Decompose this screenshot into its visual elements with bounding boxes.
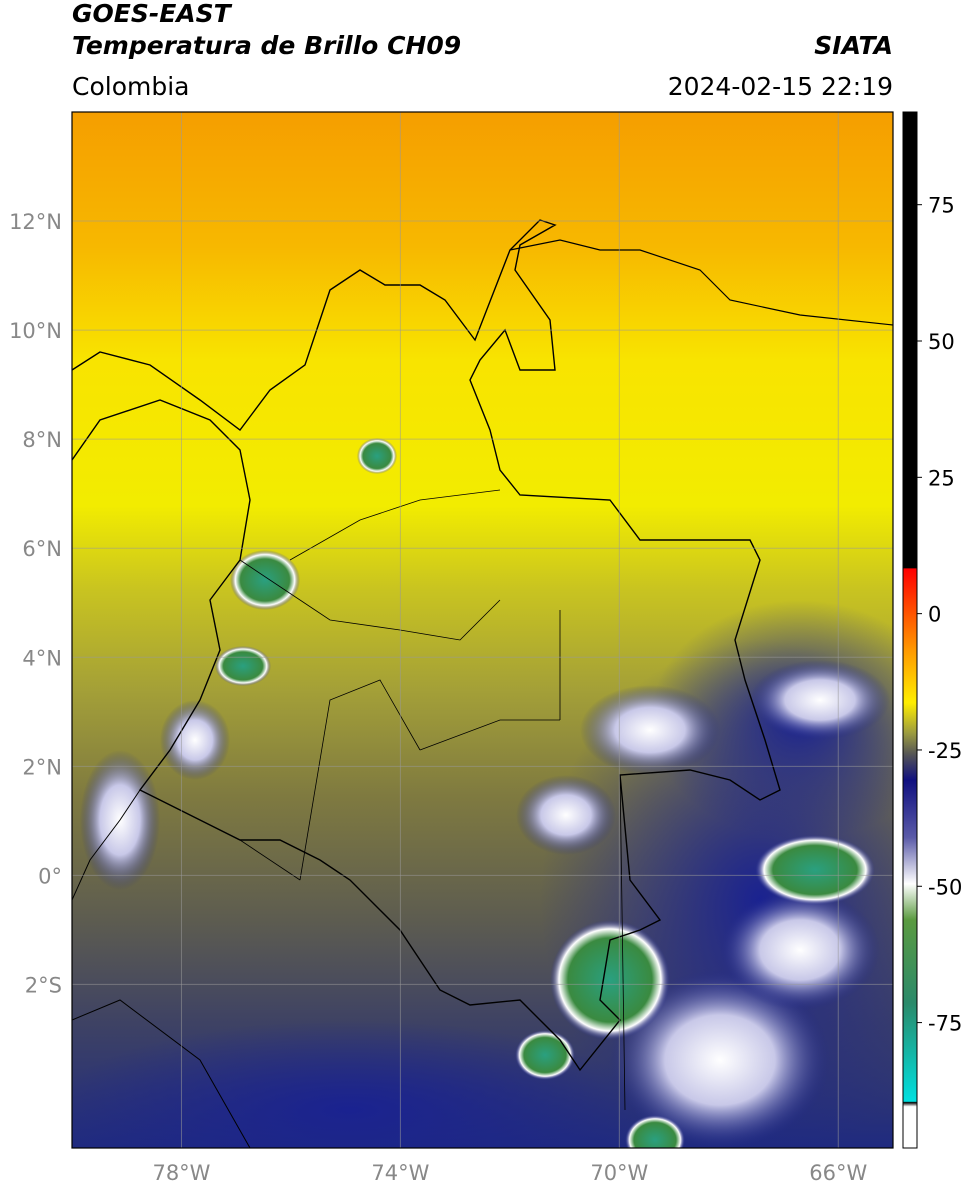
colorbar-tick-label: -75	[928, 1012, 962, 1036]
colorbar-tick-label: 50	[928, 330, 955, 354]
colorbar-tick-label: 25	[928, 466, 955, 490]
region: Colombia	[72, 72, 189, 101]
lon-tick-label: 74°W	[371, 1161, 429, 1185]
lon-tick-label: 66°W	[809, 1161, 867, 1185]
colorbar	[902, 111, 918, 1149]
subtitle: Temperatura de Brillo CH09	[72, 31, 461, 60]
colorbar-tick-label: -25	[928, 739, 962, 763]
lat-tick-label: 4°N	[22, 646, 62, 670]
colorbar-tick-label: 75	[928, 194, 955, 218]
lat-tick-label: 2°N	[22, 755, 62, 779]
lat-tick-label: 10°N	[9, 319, 62, 343]
lon-tick-label: 78°W	[152, 1161, 210, 1185]
lat-tick-label: 0°	[38, 864, 62, 888]
lat-tick-label: 2°S	[25, 973, 62, 997]
source: SIATA	[814, 31, 893, 60]
colorbar-tick-label: -50	[928, 875, 962, 899]
colorbar-tick-label: 0	[928, 603, 941, 627]
lon-tick-label: 70°W	[590, 1161, 648, 1185]
satellite-image	[72, 112, 893, 1148]
title: GOES-EAST	[72, 0, 233, 28]
lat-tick-label: 6°N	[22, 537, 62, 561]
lat-tick-label: 12°N	[9, 210, 62, 234]
datetime: 2024-02-15 22:19	[668, 72, 893, 101]
lat-tick-label: 8°N	[22, 428, 62, 452]
map-frame	[71, 111, 894, 1149]
